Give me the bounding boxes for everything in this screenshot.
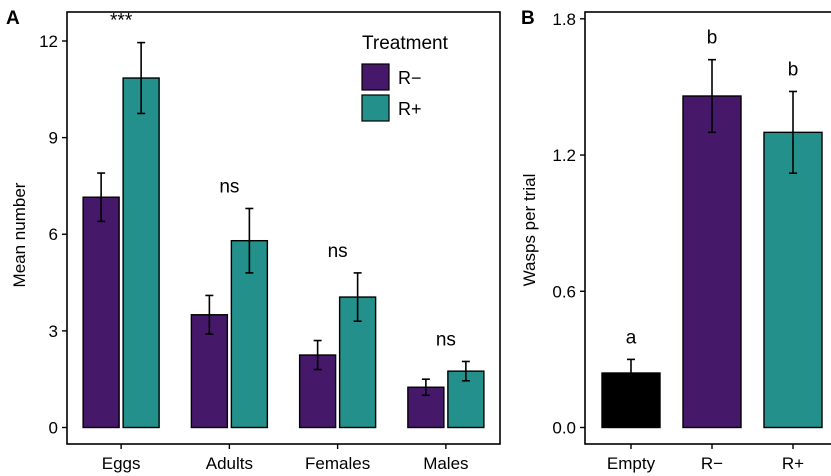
bars-b: a b b	[601, 28, 823, 429]
bar-females-r-plus	[338, 296, 377, 429]
legend-swatch-r-minus	[361, 63, 390, 91]
legend-title: Treatment	[362, 33, 449, 54]
group-letter-b-1: b	[707, 28, 718, 49]
group-letter-b-0: a	[626, 327, 637, 348]
plot-border-a	[66, 11, 501, 445]
y-axis-label-b: Wasps per trial	[520, 174, 539, 287]
significance-label-a-2: ns	[328, 241, 348, 262]
bars-a: *** ns ns ns	[82, 11, 485, 429]
y-tick-label-b-3: 1.8	[552, 10, 576, 29]
legend-label-r-plus: R+	[398, 99, 422, 119]
bar-eggs-r-minus	[82, 196, 120, 429]
y-tick-label-a-1: 3	[49, 322, 58, 341]
x-tick-label-a-1: Adults	[206, 454, 253, 473]
y-tick-label-b-2: 1.2	[552, 146, 576, 165]
y-ticks-b: 0.0 0.6 1.2 1.8	[552, 10, 585, 438]
panel-label-b: B	[521, 8, 535, 29]
panel-a: A Mean number 0 3 6 9 12 *** ns ns ns Eggs Adult…	[6, 8, 501, 473]
y-axis-label-a: Mean number	[10, 182, 29, 287]
significance-label-a-1: ns	[219, 176, 239, 197]
x-tick-label-a-2: Females	[305, 454, 370, 473]
panel-label-a: A	[6, 8, 20, 29]
group-letter-b-2: b	[788, 59, 799, 80]
x-ticks-a: Eggs Adults Females Males	[102, 444, 469, 473]
panel-b: B Wasps per trial 0.0 0.6 1.2 1.8 a b b Empty…	[520, 8, 831, 473]
legend: Treatment R− R+	[361, 33, 449, 122]
plot-border-b	[584, 11, 831, 445]
y-tick-label-a-0: 0	[49, 419, 58, 438]
x-tick-label-a-3: Males	[423, 454, 468, 473]
x-tick-label-a-0: Eggs	[102, 454, 141, 473]
x-tick-label-b-1: R−	[701, 454, 723, 473]
legend-swatch-r-plus	[361, 94, 390, 122]
bar-b-2	[763, 131, 823, 429]
x-ticks-b: Empty R− R+	[607, 444, 804, 473]
y-tick-label-a-4: 12	[39, 32, 58, 51]
x-tick-label-b-2: R+	[782, 454, 804, 473]
y-tick-label-a-3: 9	[49, 129, 58, 148]
x-tick-label-b-0: Empty	[607, 454, 656, 473]
y-tick-label-a-2: 6	[49, 225, 58, 244]
y-tick-label-b-0: 0.0	[552, 419, 576, 438]
legend-label-r-minus: R−	[398, 68, 422, 88]
significance-label-a-0: ***	[110, 11, 133, 32]
bar-b-1	[682, 95, 742, 429]
y-tick-label-b-1: 0.6	[552, 282, 576, 301]
bar-eggs-r-plus	[122, 77, 160, 429]
bar-males-r-minus	[407, 386, 445, 429]
significance-label-a-3: ns	[436, 329, 456, 350]
y-ticks-a: 0 3 6 9 12	[39, 32, 67, 438]
